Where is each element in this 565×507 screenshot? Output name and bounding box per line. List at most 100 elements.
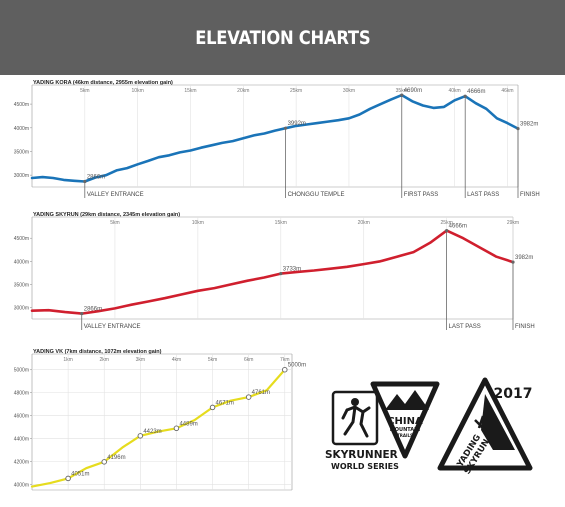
data-point <box>245 394 252 400</box>
x-tick-label: 4km <box>172 357 181 363</box>
data-label: 2866m <box>87 175 105 181</box>
data-point <box>282 366 288 373</box>
peak-icon <box>481 394 515 450</box>
kora-elevation-chart: 5km 10km 15km 20km 25km 30km 35km 40km 46km 3000m… <box>14 84 540 198</box>
data-point <box>445 228 449 233</box>
x-tick-label: 46km <box>501 88 513 94</box>
x-tick-label: 6km <box>244 357 253 363</box>
data-point <box>137 433 144 439</box>
data-point <box>209 404 216 411</box>
data-label: 4761m <box>252 390 270 396</box>
y-tick-label: 4000m <box>14 259 29 265</box>
data-point <box>80 312 84 316</box>
data-point <box>279 272 283 276</box>
data-label: 4690m <box>404 88 422 94</box>
china-wordmark: CHINA <box>387 416 423 427</box>
trails-wordmark: TRAILS <box>397 433 413 438</box>
data-point <box>65 475 71 482</box>
data-label: 3982m <box>515 255 533 261</box>
x-tick-label: 15km <box>275 220 287 226</box>
mountain-icon <box>385 390 429 410</box>
x-tick-label: 5km <box>110 220 119 226</box>
chart-title-skyrun: YADING SKYRUN (29km distance, 2345m elev… <box>33 212 181 218</box>
elevation-series-line <box>30 368 286 488</box>
y-tick-label: 3000m <box>14 173 29 179</box>
checkpoint-label: VALLEY ENTRANCE <box>87 192 144 198</box>
x-tick-label: 20km <box>237 88 249 94</box>
checkpoint-label: LAST PASS <box>467 192 499 198</box>
y-tick-label: 4200m <box>14 459 29 465</box>
y-tick-label: 5000m <box>14 368 29 374</box>
header-banner: ELEVATION CHARTS <box>0 0 565 75</box>
x-tick-label: 15km <box>184 88 196 94</box>
data-label: 4051m <box>71 471 89 477</box>
climber-icon <box>474 415 488 433</box>
data-point <box>463 94 467 98</box>
checkpoint-label: FIRST PASS <box>404 192 438 198</box>
x-tick-label: 10km <box>132 88 144 94</box>
data-point <box>83 179 87 184</box>
data-point <box>400 93 404 97</box>
race-logos: SKYRUNNER ® WORLD SERIES CHINA MOUNTAIN … <box>325 377 533 476</box>
mountain-wordmark: MOUNTAIN <box>390 427 420 433</box>
yading-skyrun-logo: YADING SKYRUN 2017 <box>437 377 533 476</box>
page-title: ELEVATION CHARTS <box>194 26 371 49</box>
skyrunner-wordmark: SKYRUNNER <box>325 449 398 461</box>
x-tick-label: 29km <box>507 220 519 226</box>
y-tick-label: 4500m <box>14 236 29 242</box>
x-tick-label: 3km <box>136 357 145 363</box>
x-tick-label: 35km <box>396 88 408 94</box>
world-series-wordmark: WORLD SERIES <box>331 462 399 471</box>
checkpoint-label: LAST PASS <box>449 324 481 330</box>
data-point <box>511 260 515 264</box>
china-mountain-trails-logo: CHINA MOUNTAIN TRAILS <box>370 381 440 459</box>
data-label: 3992m <box>288 121 306 127</box>
data-label: 5000m <box>288 363 306 369</box>
chart-title-kora: YADING KORA (46km distance, 2955m elevat… <box>33 80 173 86</box>
data-point <box>283 126 288 130</box>
vk-elevation-chart: 1km 2km 3km 4km 5km 6km 7km 4000m 4200m 4400m 4600… <box>14 353 306 491</box>
y-tick-label: 4400m <box>14 436 29 442</box>
data-label: 4666m <box>449 224 467 230</box>
data-label: 3982m <box>520 122 538 128</box>
data-label: 4671m <box>216 400 234 406</box>
x-tick-label: 25km <box>441 220 453 226</box>
data-label: 4666m <box>467 89 485 95</box>
data-label: 4489m <box>179 421 197 427</box>
x-tick-label: 5km <box>80 88 89 94</box>
year-label: 2017 <box>494 386 533 402</box>
x-tick-label: 20km <box>358 220 370 226</box>
x-tick-label: 1km <box>63 357 72 363</box>
checkpoint-label: VALLEY ENTRANCE <box>84 324 141 330</box>
y-tick-label: 3500m <box>14 149 29 155</box>
data-point <box>101 459 107 465</box>
chart-title-vk: YADING VK (7km distance, 1072m elevation… <box>33 349 162 355</box>
data-label: 4196m <box>107 455 125 461</box>
x-tick-label: 30km <box>343 88 355 94</box>
y-tick-label: 4500m <box>14 102 29 108</box>
checkpoint-label: FINISH <box>520 192 540 198</box>
y-tick-label: 4000m <box>14 126 29 132</box>
data-label: 2866m <box>84 307 102 313</box>
data-label: 3733m <box>283 267 301 273</box>
checkpoint-label: CHONGGU TEMPLE <box>288 192 345 198</box>
runner-head-icon <box>351 398 359 406</box>
checkpoint-label: FINISH <box>515 324 535 330</box>
x-tick-label: 7km <box>280 357 289 363</box>
x-tick-label: 40km <box>448 88 460 94</box>
x-tick-label: 2km <box>99 357 108 363</box>
y-tick-label: 4000m <box>14 482 29 488</box>
data-point <box>516 127 520 131</box>
data-point <box>173 425 180 432</box>
y-tick-label: 4800m <box>14 391 29 397</box>
x-tick-label: 10km <box>192 220 204 226</box>
data-label: 4423m <box>143 429 161 435</box>
y-tick-label: 4600m <box>14 414 29 420</box>
elevation-series-line <box>30 93 520 183</box>
y-tick-label: 3500m <box>14 282 29 288</box>
elevation-series-line <box>30 229 515 315</box>
runner-figure-icon <box>341 405 371 438</box>
y-tick-label: 3000m <box>14 305 29 311</box>
x-tick-label: 5km <box>208 357 217 363</box>
skyrun-elevation-chart: 5km 10km 15km 20km 25km 29km 3000m 3500m 4000m 45… <box>14 216 535 330</box>
